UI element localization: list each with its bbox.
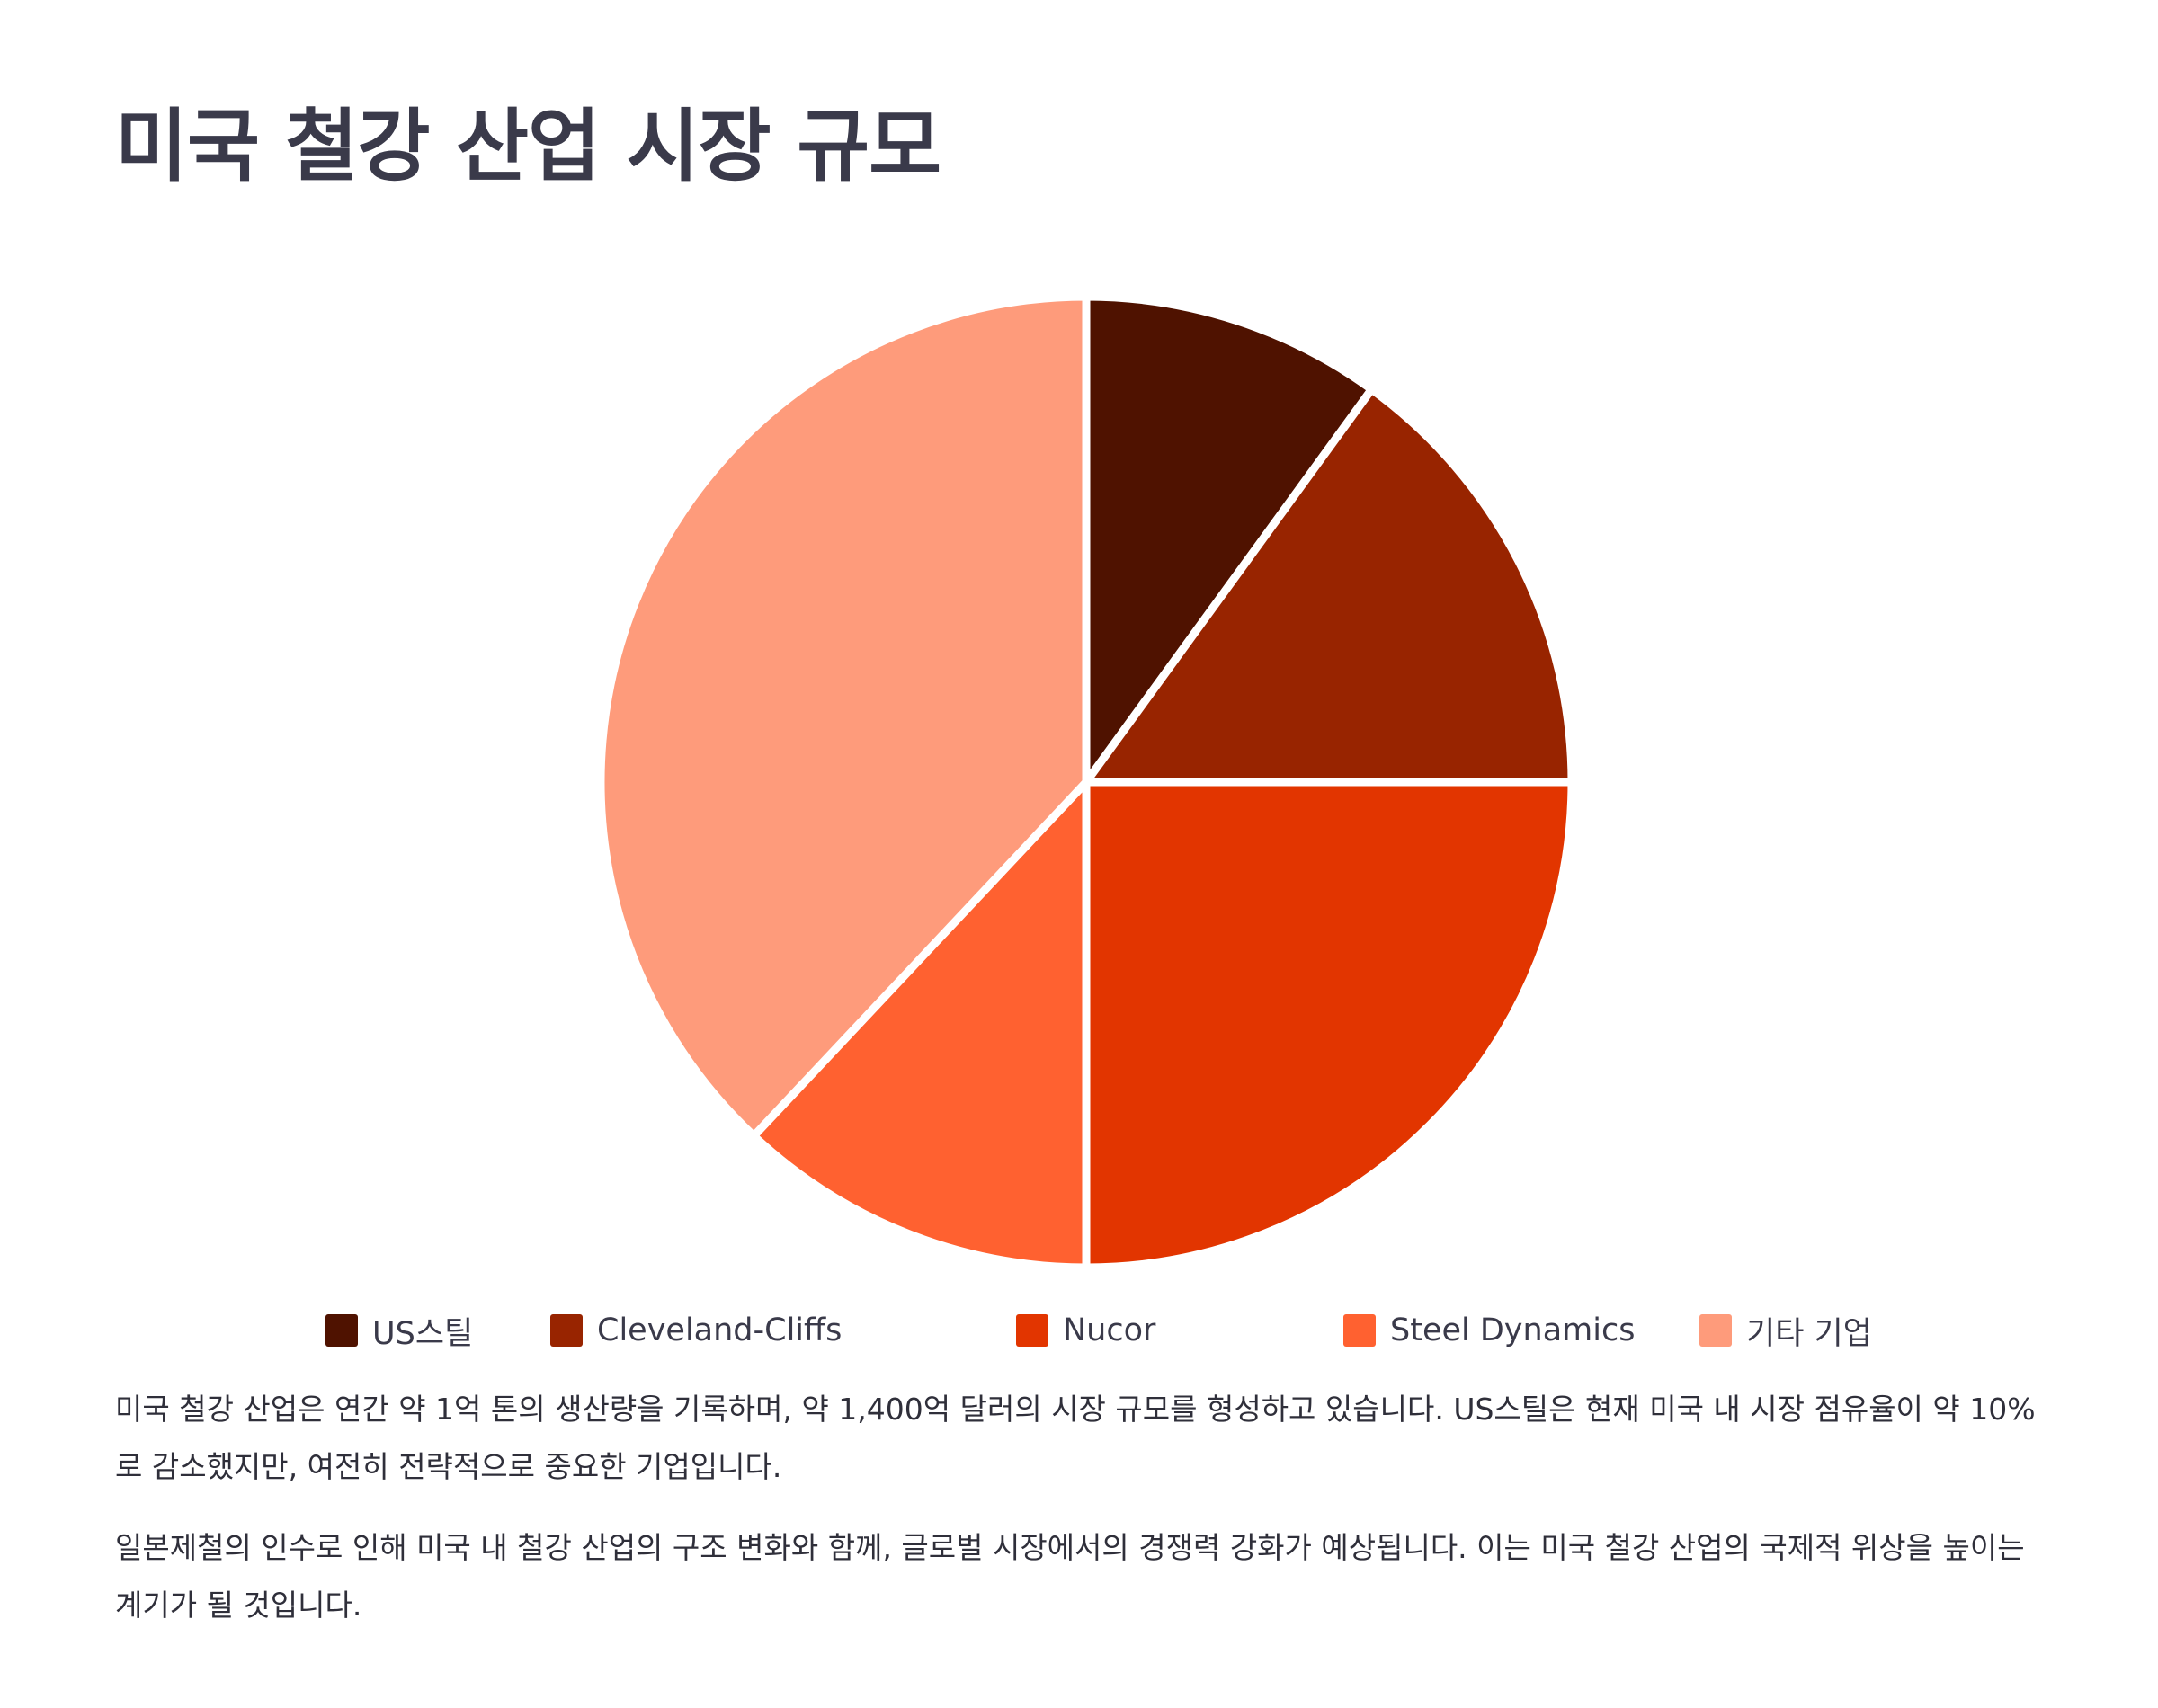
pie-slice-cleveland-cliffs[interactable] <box>1082 385 1576 787</box>
legend-label: Nucor <box>1063 1312 1156 1348</box>
legend-item-us-steel[interactable]: US스틸 <box>325 1303 473 1357</box>
pie-slice-steel-dynamics[interactable] <box>749 778 1091 1272</box>
legend-swatch <box>550 1314 583 1347</box>
legend-label: US스틸 <box>372 1315 474 1352</box>
legend-swatch <box>1699 1314 1732 1347</box>
legend-swatch <box>1343 1314 1376 1347</box>
legend-label: Steel Dynamics <box>1390 1312 1636 1348</box>
description-paragraph: 미국 철강 산업은 연간 약 1억 톤의 생산량을 기록하며, 약 1,400억… <box>115 1392 2036 1484</box>
legend-item-others[interactable]: 기타 기업 <box>1699 1303 1872 1357</box>
legend-swatch <box>1016 1314 1048 1347</box>
legend-item-cleveland-cliffs[interactable]: Cleveland-Cliffs <box>550 1303 842 1357</box>
pie-slice-item-4[interactable] <box>596 292 1091 1141</box>
legend-label: Cleveland-Cliffs <box>597 1312 843 1348</box>
legend-label: 기타 기업 <box>1746 1315 1872 1352</box>
chart-legend: US스틸 Cleveland-Cliffs Nucor Steel Dynami… <box>0 1303 2158 1357</box>
description-paragraph: 일본제철의 인수로 인해 미국 내 철강 산업의 구조 변화와 함께, 글로벌 … <box>115 1530 2025 1623</box>
pie-slice-us[interactable] <box>1082 292 1376 787</box>
legend-swatch <box>325 1314 358 1347</box>
page-title: 미국 철강 산업 시장 규모 <box>115 100 941 192</box>
legend-item-nucor[interactable]: Nucor <box>1016 1303 1155 1357</box>
pie-slice-nucor[interactable] <box>1082 778 1576 1272</box>
legend-item-steel-dynamics[interactable]: Steel Dynamics <box>1343 1303 1635 1357</box>
